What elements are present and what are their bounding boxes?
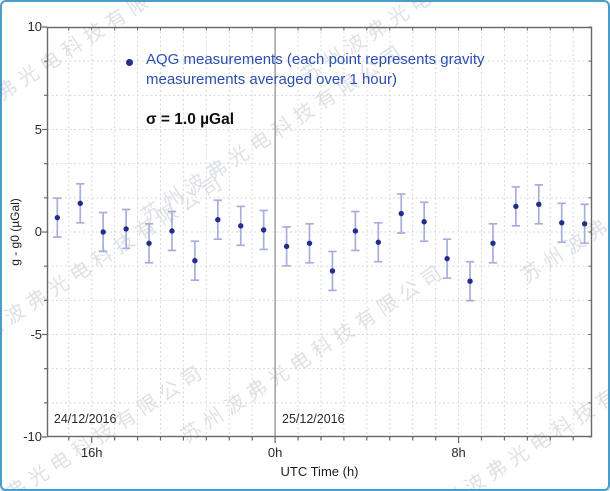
plot-area [42,26,593,443]
legend: AQG measurements (each point represents … [146,50,484,90]
data-point [513,203,519,210]
data-point [283,243,290,250]
data-point [490,240,496,246]
legend-label-line2: measurements averaged over 1 hour) [146,71,397,88]
data-point [536,201,542,208]
data-point [581,221,588,227]
y-tick-label: 5 [34,121,42,137]
data-point [192,258,198,264]
data-point [375,239,382,245]
y-tick-label: 10 [27,19,42,34]
legend-marker-icon [125,59,133,66]
data-point [352,228,359,234]
y-tick-label: -10 [23,429,42,444]
data-point [238,223,244,229]
y-axis-label: g - g0 (µGal) [8,198,22,266]
x-tick-label: 0h [267,445,283,460]
x-tick-label: 8h [451,445,466,460]
data-point [169,228,175,234]
x-tick-label: 16h [80,445,103,460]
legend-label-line1: AQG measurements (each point represents … [146,51,485,68]
x-axis-label: UTC Time (h) [280,464,359,479]
data-point [54,214,61,221]
data-point [77,200,83,206]
date-label: 25/12/2016 [282,412,345,426]
data-point [123,226,129,232]
data-point [467,278,473,284]
data-point [329,268,336,274]
data-point [146,240,152,246]
date-label: 24/12/2016 [53,412,117,426]
sigma-annotation: σ = 1.0 µGal [146,111,235,128]
data-point [559,220,565,226]
data-point [421,219,427,225]
data-point [260,227,267,233]
y-tick-label: -5 [30,326,42,342]
data-point [398,210,404,217]
data-point [100,229,106,235]
data-point [444,255,450,262]
data-point [306,240,313,246]
data-point [215,217,221,223]
y-tick-label: 0 [34,224,42,239]
